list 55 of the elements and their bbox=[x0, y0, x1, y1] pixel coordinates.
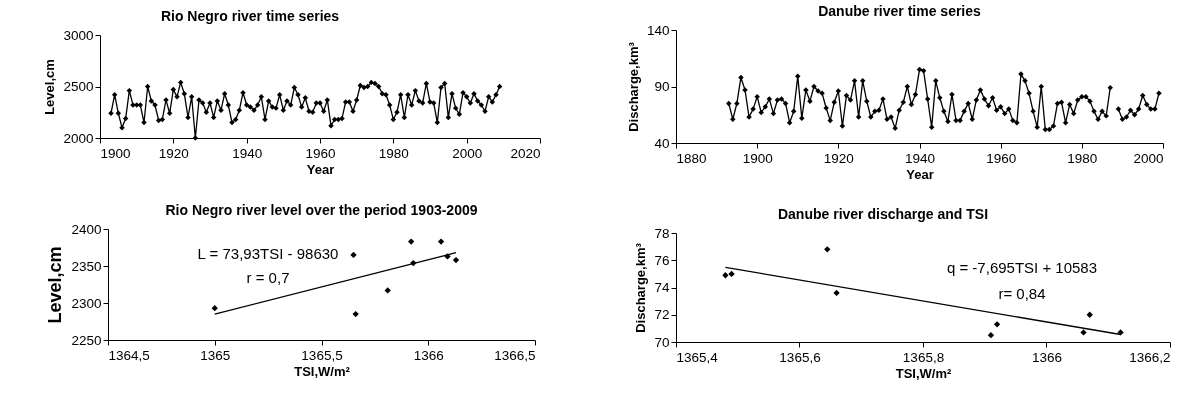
annotation: r = 0,7 bbox=[246, 269, 290, 286]
chart-title: Danube river time series bbox=[818, 3, 982, 19]
y-tick-label: 2000 bbox=[63, 130, 94, 146]
x-tick-label: 1940 bbox=[232, 145, 263, 161]
x-tick-label: 1940 bbox=[904, 150, 936, 166]
x-tick-label: 1364,5 bbox=[108, 347, 150, 363]
y-tick-label: 140 bbox=[646, 22, 670, 38]
x-tick-label: 2020 bbox=[510, 145, 541, 161]
y-tick-label: 40 bbox=[654, 135, 670, 151]
x-tick-label: 1365,6 bbox=[779, 349, 821, 365]
x-tick-label: 1365,5 bbox=[301, 347, 343, 363]
x-tick-label: 1900 bbox=[742, 150, 773, 166]
x-tick-label: 1900 bbox=[100, 145, 131, 161]
x-tick-label: 1365,8 bbox=[902, 349, 945, 365]
x-tick-label: 1920 bbox=[158, 145, 189, 161]
y-tick-label: 2250 bbox=[71, 332, 102, 348]
x-tick-label: 1980 bbox=[1067, 150, 1098, 166]
x-tick-label: 1960 bbox=[986, 150, 1017, 166]
chart-title: Danube river discharge and TSI bbox=[777, 206, 989, 222]
y-tick-label: 76 bbox=[654, 252, 670, 268]
y-axis-title: Discharge,km³ bbox=[625, 41, 641, 132]
x-tick-label: 2000 bbox=[1133, 150, 1164, 166]
x-tick-label: 1365 bbox=[200, 347, 231, 363]
y-tick-label: 90 bbox=[654, 79, 670, 94]
y-tick-label: 2350 bbox=[71, 258, 102, 274]
annotation: q = -7,695TSI + 10583 bbox=[946, 259, 1098, 276]
chart-title: Rio Negro river level over the period 1903-2009 bbox=[165, 202, 478, 218]
x-tick-label: 1880 bbox=[676, 150, 707, 166]
x-tick-label: 1366,2 bbox=[1129, 349, 1171, 365]
y-tick-label: 72 bbox=[654, 307, 670, 323]
y-axis-title: Level,cm bbox=[45, 246, 66, 324]
y-tick-label: 70 bbox=[654, 334, 670, 350]
y-tick-label: 2300 bbox=[71, 295, 102, 311]
annotation: L = 73,93TSI - 98630 bbox=[197, 245, 339, 262]
x-tick-label: 1960 bbox=[305, 145, 336, 161]
x-tick-label: 1366 bbox=[1031, 349, 1063, 365]
x-tick-label: 1365,4 bbox=[676, 349, 719, 365]
y-axis-title: Discharge,km³ bbox=[633, 242, 649, 333]
x-tick-label: 1920 bbox=[823, 150, 854, 166]
annotation: r= 0,84 bbox=[998, 285, 1046, 302]
x-axis-title: TSI,W/m² bbox=[294, 364, 351, 379]
y-tick-label: 78 bbox=[654, 225, 670, 241]
x-axis-title: Year bbox=[306, 162, 335, 177]
x-tick-label: 1366 bbox=[413, 347, 444, 363]
x-tick-label: 2000 bbox=[452, 145, 483, 161]
y-tick-label: 3000 bbox=[63, 27, 94, 43]
x-tick-label: 1980 bbox=[378, 145, 409, 161]
y-tick-label: 2500 bbox=[63, 79, 94, 94]
x-tick-label: 1366,5 bbox=[494, 347, 536, 363]
y-tick-label: 2400 bbox=[71, 221, 102, 237]
y-tick-label: 74 bbox=[654, 280, 670, 295]
y-axis-title: Level,cm bbox=[42, 59, 58, 115]
chart-title: Rio Negro river time series bbox=[160, 8, 340, 24]
x-axis-title: TSI,W/m² bbox=[895, 366, 952, 381]
x-axis-title: Year bbox=[906, 167, 934, 182]
